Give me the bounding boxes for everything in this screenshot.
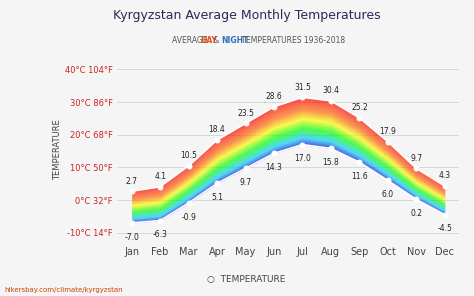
Point	[441, 212, 448, 217]
Text: 23.5: 23.5	[237, 109, 254, 118]
Text: 18.4: 18.4	[209, 126, 226, 134]
Text: -4.5: -4.5	[438, 224, 452, 234]
Text: 6.0: 6.0	[382, 190, 394, 199]
Point	[156, 218, 164, 223]
Text: 14.3: 14.3	[265, 163, 283, 172]
Point	[327, 99, 335, 103]
Point	[412, 197, 420, 202]
Point	[299, 142, 306, 147]
Text: 9.7: 9.7	[410, 154, 422, 163]
Text: -0.9: -0.9	[181, 213, 196, 222]
Point	[270, 151, 278, 156]
Point	[185, 163, 192, 168]
Point	[356, 160, 363, 165]
Text: AVERAGE: AVERAGE	[172, 36, 210, 44]
Text: NIGHT: NIGHT	[222, 36, 249, 44]
Text: 2.7: 2.7	[126, 177, 137, 186]
Text: 0.2: 0.2	[410, 209, 422, 218]
Text: 10.5: 10.5	[180, 151, 197, 160]
Point	[384, 178, 392, 183]
Point	[327, 146, 335, 151]
Point	[356, 115, 363, 120]
Point	[185, 201, 192, 205]
Point	[384, 139, 392, 144]
Text: 9.7: 9.7	[239, 178, 252, 187]
Point	[242, 166, 249, 171]
Point	[242, 121, 249, 126]
Text: TEMPERATURES 1936-2018: TEMPERATURES 1936-2018	[239, 36, 346, 44]
Text: -6.3: -6.3	[153, 230, 168, 239]
Text: -7.0: -7.0	[124, 233, 139, 242]
Text: 4.1: 4.1	[154, 172, 166, 181]
Text: &: &	[211, 36, 222, 44]
Text: 17.9: 17.9	[379, 127, 396, 136]
Text: hikersbay.com/climate/kyrgyzstan: hikersbay.com/climate/kyrgyzstan	[5, 287, 123, 293]
Text: DAY: DAY	[200, 36, 217, 44]
Point	[412, 166, 420, 171]
Point	[128, 189, 136, 194]
Text: 28.6: 28.6	[265, 92, 283, 101]
Text: 5.1: 5.1	[211, 193, 223, 202]
Point	[299, 95, 306, 99]
Point	[213, 138, 221, 142]
Text: 11.6: 11.6	[351, 172, 368, 181]
Text: 25.2: 25.2	[351, 103, 368, 112]
Point	[128, 221, 136, 225]
Text: 31.5: 31.5	[294, 83, 311, 92]
Point	[213, 181, 221, 186]
Text: 17.0: 17.0	[294, 154, 311, 163]
Point	[441, 184, 448, 188]
Text: Kyrgyzstan Average Monthly Temperatures: Kyrgyzstan Average Monthly Temperatures	[113, 9, 380, 22]
Text: 30.4: 30.4	[322, 86, 339, 95]
Y-axis label: TEMPERATURE: TEMPERATURE	[53, 119, 62, 180]
Point	[156, 184, 164, 189]
Text: 4.3: 4.3	[439, 171, 451, 181]
Text: ○  TEMPERATURE: ○ TEMPERATURE	[207, 275, 286, 284]
Text: 15.8: 15.8	[322, 158, 339, 167]
Point	[270, 104, 278, 109]
